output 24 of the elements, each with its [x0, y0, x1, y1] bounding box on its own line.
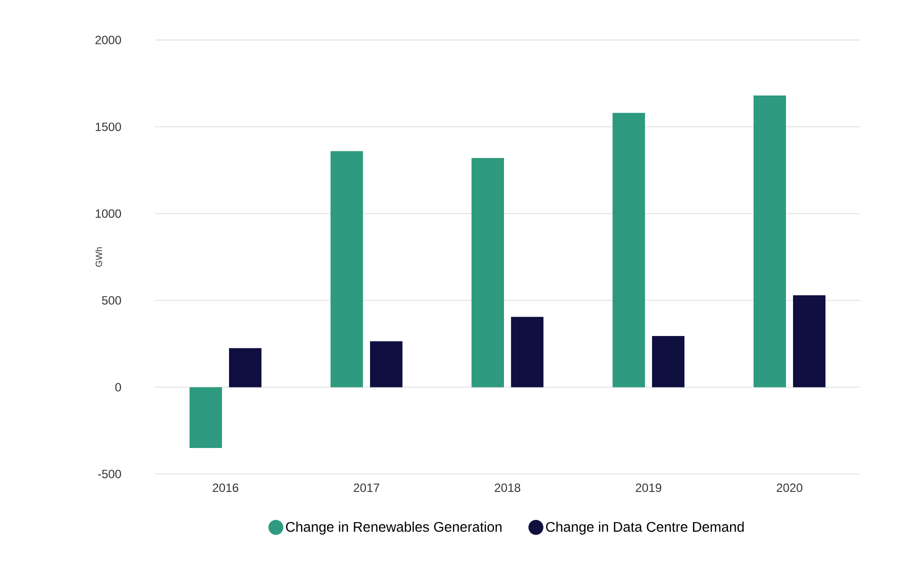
x-tick-label: 2020 [776, 484, 802, 492]
y-tick-label: 1500 [96, 122, 122, 132]
bar [370, 341, 402, 388]
x-tick-label: 2017 [354, 484, 380, 492]
x-tick-label: 2016 [212, 484, 238, 492]
bar [472, 158, 504, 388]
bar [793, 295, 826, 388]
bar [511, 316, 544, 388]
y-tick-label: 0 [115, 382, 122, 392]
bar [612, 112, 645, 388]
y-axis-title: GWh [95, 247, 102, 267]
bar [330, 151, 363, 388]
bar [754, 96, 786, 388]
y-tick-label: 2000 [95, 36, 122, 44]
y-tick-label: -500 [98, 470, 122, 478]
bar [652, 336, 684, 388]
legend-label: Change in Data Centre Demand [546, 522, 744, 535]
bar [190, 387, 222, 448]
legend-label: Change in Renewables Generation [286, 522, 502, 535]
y-tick-label: 500 [102, 296, 122, 305]
bar [229, 348, 262, 388]
x-tick-label: 2019 [636, 484, 662, 492]
x-tick-label: 2018 [494, 484, 520, 492]
y-tick-label: 1000 [96, 209, 122, 218]
